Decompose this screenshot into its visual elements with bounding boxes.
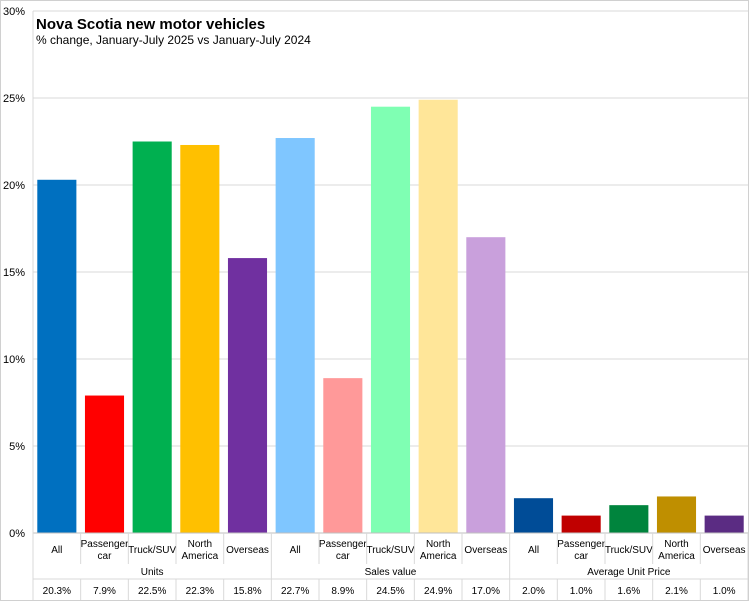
y-tick-label: 25%	[3, 93, 25, 105]
y-tick-label: 5%	[9, 441, 25, 453]
bar	[227, 258, 268, 533]
x-axis-table: All20.3%Passengercar7.9%Truck/SUV22.5%No…	[32, 11, 748, 600]
data-value-label: 24.9%	[424, 586, 452, 597]
bar	[84, 395, 125, 533]
data-value-label: 8.9%	[331, 586, 354, 597]
data-value-label: 24.5%	[376, 586, 404, 597]
category-label: North	[664, 539, 688, 550]
category-label: Overseas	[703, 545, 746, 556]
y-tick-label: 15%	[3, 267, 25, 279]
bar	[323, 378, 363, 533]
data-value-label: 7.9%	[93, 586, 116, 597]
category-label: Passenger	[319, 539, 367, 550]
category-label: Overseas	[226, 545, 269, 556]
data-value-label: 1.0%	[713, 586, 736, 597]
bar	[180, 144, 220, 534]
category-label: All	[290, 545, 301, 556]
data-value-label: 22.3%	[186, 586, 214, 597]
category-label: America	[181, 551, 218, 562]
category-label: All	[51, 545, 62, 556]
bar	[561, 515, 601, 533]
data-value-label: 2.1%	[665, 586, 688, 597]
bar-series	[37, 99, 744, 534]
data-value-label: 22.7%	[281, 586, 309, 597]
data-value-label: 1.6%	[617, 586, 640, 597]
category-label: Truck/SUV	[605, 545, 653, 556]
data-value-label: 17.0%	[472, 586, 500, 597]
category-label: Truck/SUV	[367, 545, 415, 556]
bar	[37, 179, 77, 533]
group-label: Average Unit Price	[587, 567, 671, 578]
bar	[466, 237, 506, 533]
bar	[609, 505, 649, 533]
y-tick-label: 20%	[3, 180, 25, 192]
data-value-label: 20.3%	[43, 586, 71, 597]
data-value-label: 1.0%	[570, 586, 593, 597]
category-label: Passenger	[557, 539, 605, 550]
category-label: Truck/SUV	[128, 545, 176, 556]
bar	[656, 496, 697, 533]
y-tick-label: 0%	[9, 528, 25, 540]
group-label: Units	[141, 567, 164, 578]
category-label: America	[420, 551, 457, 562]
bar	[418, 99, 458, 534]
data-value-label: 15.8%	[233, 586, 261, 597]
bar	[513, 498, 554, 533]
group-label: Sales value	[365, 567, 417, 578]
category-label: All	[528, 545, 539, 556]
category-label: America	[658, 551, 695, 562]
category-label: North	[426, 539, 450, 550]
chart-subtitle: % change, January-July 2025 vs January-J…	[36, 33, 311, 47]
bar	[704, 515, 744, 533]
bar	[275, 138, 315, 533]
category-label: car	[336, 551, 351, 562]
bar	[132, 141, 172, 533]
y-tick-label: 30%	[3, 6, 25, 18]
y-tick-label: 10%	[3, 354, 25, 366]
category-label: North	[188, 539, 212, 550]
category-label: car	[574, 551, 589, 562]
data-value-label: 2.0%	[522, 586, 545, 597]
data-value-label: 22.5%	[138, 586, 166, 597]
category-label: Passenger	[81, 539, 129, 550]
bar	[370, 106, 411, 533]
category-label: car	[98, 551, 113, 562]
chart-title: Nova Scotia new motor vehicles	[36, 16, 265, 33]
category-label: Overseas	[464, 545, 507, 556]
y-axis: 0% 5% 10% 15% 20% 25% 30%	[3, 6, 25, 540]
